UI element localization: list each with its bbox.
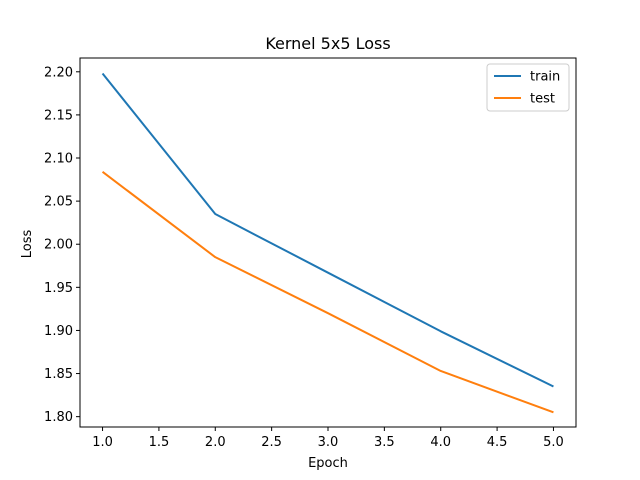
x-tick-label: 3.5 [374,435,395,450]
y-axis-ticks: 1.80 1.85 1.90 1.95 2.00 2.05 2.10 2.15 2.20 [44,65,80,425]
chart-title: Kernel 5x5 Loss [265,34,390,53]
legend: train test [486,63,570,112]
y-tick-label: 2.10 [44,152,73,167]
x-tick-label: 2.0 [205,435,226,450]
legend-label-train: train [530,70,560,85]
y-tick-label: 2.05 [44,195,73,210]
x-tick-label: 1.0 [92,435,113,450]
y-tick-label: 1.80 [44,410,73,425]
y-axis-label: Loss [20,230,35,259]
x-axis-label: Epoch [308,456,348,471]
x-tick-label: 3.0 [318,435,339,450]
x-tick-label: 2.5 [261,435,282,450]
legend-label-test: test [530,92,555,107]
x-tick-label: 4.0 [430,435,451,450]
y-tick-label: 1.90 [44,324,73,339]
y-tick-label: 1.95 [44,281,73,296]
y-tick-label: 2.20 [44,65,73,80]
x-tick-label: 5.0 [543,435,564,450]
x-axis-ticks: 1.0 1.5 2.0 2.5 3.0 3.5 4.0 4.5 5.0 [92,427,564,450]
y-tick-label: 1.85 [44,367,73,382]
y-tick-label: 2.00 [44,238,73,253]
series-layer [101,72,554,414]
y-tick-label: 2.15 [44,108,73,123]
x-tick-label: 1.5 [149,435,170,450]
x-tick-label: 4.5 [487,435,508,450]
